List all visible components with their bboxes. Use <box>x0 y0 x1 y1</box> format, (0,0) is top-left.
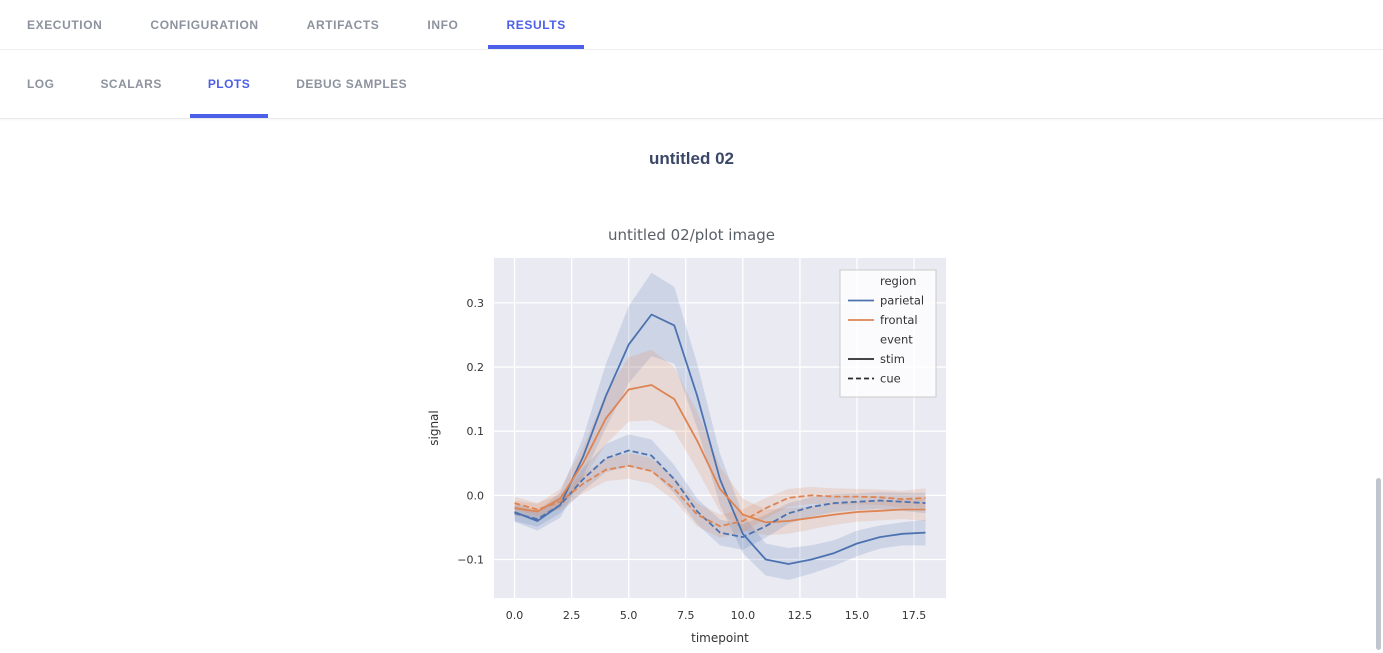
series-line <box>513 384 925 524</box>
sub-tab[interactable]: DEBUG SAMPLES <box>278 50 425 118</box>
sub-tab[interactable]: SCALARS <box>82 50 179 118</box>
svg-text:signal: signal <box>427 410 441 446</box>
svg-text:parietal: parietal <box>880 294 924 308</box>
sub-tab[interactable]: PLOTS <box>189 50 269 118</box>
top-tab-label: CONFIGURATION <box>150 17 259 32</box>
top-tab-label: INFO <box>427 17 459 32</box>
ci-band <box>514 434 925 550</box>
svg-text:0.3: 0.3 <box>466 297 484 310</box>
top-tab[interactable]: RESULTS <box>488 0 585 49</box>
top-tab-label: RESULTS <box>506 17 566 32</box>
sub-tab[interactable]: LOG <box>9 50 72 118</box>
plot-section-title: untitled 02 <box>648 149 734 168</box>
svg-text:17.5: 17.5 <box>901 609 926 622</box>
plot-title: untitled 02/plot image <box>607 226 775 244</box>
legend: region parietal frontal event stim cue <box>839 269 936 398</box>
top-tab-label: ARTIFACTS <box>306 17 380 32</box>
top-tab[interactable]: CONFIGURATION <box>132 0 276 49</box>
sub-tab-label: LOG <box>27 77 55 91</box>
svg-text:cue: cue <box>880 372 901 386</box>
svg-text:frontal: frontal <box>880 313 918 327</box>
sub-tab-label: SCALARS <box>100 77 162 91</box>
series-line <box>513 449 926 539</box>
top-tab[interactable]: INFO <box>409 0 476 49</box>
svg-text:0.0: 0.0 <box>505 609 523 622</box>
top-tab[interactable]: ARTIFACTS <box>289 0 398 49</box>
plot-image: 0.0 2.5 5.0 7.5 10.0 12.5 15.0 17.5 −0.1 0.0 0.1 0.… <box>427 258 946 645</box>
vertical-scrollbar[interactable] <box>1376 478 1381 650</box>
svg-text:7.5: 7.5 <box>677 609 695 622</box>
plot-card: untitled 02/plot image 0.0 2.5 5.0 7.5 10.0 1… <box>0 226 1383 652</box>
svg-text:12.5: 12.5 <box>787 609 812 622</box>
top-tab-bar: EXECUTION CONFIGURATION ARTIFACTS INFO R… <box>0 0 1383 50</box>
svg-text:timepoint: timepoint <box>691 631 749 645</box>
svg-text:0.2: 0.2 <box>466 361 484 374</box>
ci-band <box>514 272 925 580</box>
svg-text:0.0: 0.0 <box>466 489 484 502</box>
sub-tab-label: DEBUG SAMPLES <box>296 77 408 91</box>
svg-text:10.0: 10.0 <box>730 609 755 622</box>
svg-text:region: region <box>880 274 916 288</box>
svg-text:2.5: 2.5 <box>562 609 580 622</box>
svg-text:15.0: 15.0 <box>844 609 869 622</box>
series-line <box>513 313 926 565</box>
top-tab[interactable]: EXECUTION <box>9 0 120 49</box>
svg-text:5.0: 5.0 <box>619 609 637 622</box>
sub-tab-label: PLOTS <box>207 77 251 91</box>
ci-band <box>514 453 925 538</box>
svg-text:stim: stim <box>880 352 905 366</box>
ci-band <box>514 349 925 536</box>
results-sub-tab-bar: LOG SCALARS PLOTS DEBUG SAMPLES <box>0 50 1383 119</box>
plots-panel: untitled 02 untitled 02/plot image 0.0 2.… <box>0 149 1383 652</box>
svg-text:−0.1: −0.1 <box>457 554 484 567</box>
svg-text:0.1: 0.1 <box>466 425 484 438</box>
top-tab-label: EXECUTION <box>27 17 103 32</box>
svg-text:event: event <box>880 333 913 347</box>
series-line <box>513 464 926 528</box>
